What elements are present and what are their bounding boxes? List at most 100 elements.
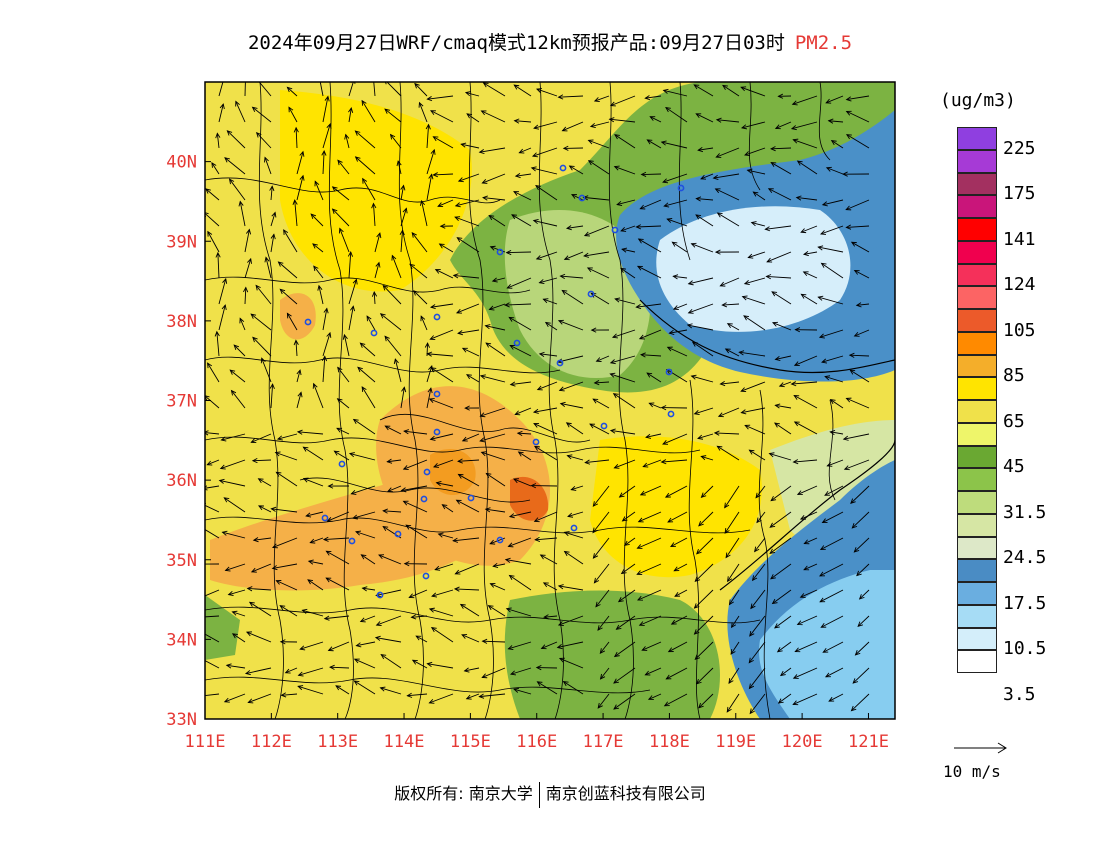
- wind-arrow-icon: [248, 601, 272, 617]
- wind-arrow-icon: [802, 271, 818, 279]
- wind-arrow-icon: [769, 537, 792, 554]
- wind-arrow-icon: [439, 223, 454, 229]
- wind-arrow-icon: [348, 278, 358, 305]
- legend-label: 225: [1003, 137, 1036, 159]
- wind-arrow-icon: [666, 218, 688, 227]
- chart-title: 2024年09月27日WRF/cmaq模式12km预报产品:09月27日03时 P…: [0, 28, 1100, 55]
- wind-arrow-icon: [415, 635, 428, 643]
- wind-arrow-icon: [353, 680, 376, 695]
- x-tick-label: 117E: [583, 732, 624, 752]
- wind-arrow-icon: [333, 450, 350, 461]
- wind-arrow-icon: [429, 329, 454, 340]
- city-marker-icon: [304, 318, 312, 326]
- wind-arrow-icon: [205, 660, 220, 669]
- wind-arrow-icon: [205, 615, 220, 618]
- wind-arrow-icon: [717, 407, 740, 418]
- wind-arrow-icon: [378, 554, 402, 565]
- city-markers: [304, 164, 685, 599]
- wind-arrow-icon: [749, 615, 766, 637]
- wind-arrow-icon: [609, 372, 636, 383]
- wind-arrow-icon: [570, 485, 584, 491]
- wind-arrow-icon: [538, 277, 558, 285]
- wind-arrow-icon: [744, 147, 766, 157]
- wind-arrow-icon: [454, 216, 480, 227]
- wind-arrow-icon: [608, 117, 636, 123]
- wind-arrow-icon: [567, 511, 584, 518]
- legend-swatch: [957, 536, 997, 560]
- legend-label: 17.5: [1003, 592, 1047, 614]
- wind-arrow-icon: [313, 265, 324, 279]
- wind-arrow-icon: [538, 351, 558, 357]
- wind-arrow-icon: [355, 530, 376, 539]
- wind-arrow-icon: [583, 225, 610, 237]
- city-marker-icon: [496, 248, 504, 256]
- wind-arrow-icon: [322, 307, 329, 331]
- wind-arrow-icon: [796, 485, 818, 496]
- wind-arrow-icon: [461, 433, 480, 442]
- wind-arrow-icon: [205, 395, 220, 409]
- wind-arrow-icon: [250, 433, 272, 444]
- wind-arrow-icon: [403, 561, 428, 567]
- wind-arrow-icon: [225, 663, 246, 669]
- wind-arrow-icon: [426, 351, 454, 357]
- wind-arrow-icon: [795, 195, 818, 201]
- wind-arrow-icon: [595, 589, 610, 608]
- wind-arrow-icon: [693, 84, 714, 97]
- wind-arrow-icon: [348, 305, 356, 331]
- wind-arrow-icon: [379, 313, 402, 331]
- wind-arrow-icon: [562, 145, 584, 151]
- wind-arrow-icon: [740, 407, 766, 415]
- wind-arrow-icon: [583, 251, 610, 258]
- wind-arrow-icon: [748, 641, 766, 664]
- wind-arrow-icon: [728, 667, 740, 685]
- city-marker-icon: [321, 514, 329, 522]
- wind-arrow-icon: [518, 147, 532, 154]
- wind-arrow-icon: [726, 693, 740, 713]
- wind-arrow-icon: [329, 664, 350, 670]
- wind-arrow-icon: [584, 459, 610, 465]
- wind-arrow-icon: [819, 563, 844, 577]
- legend-swatch: [957, 309, 997, 332]
- wind-arrow-icon: [694, 641, 714, 661]
- wind-arrow-icon: [257, 478, 272, 487]
- wind-arrow-icon: [670, 615, 688, 625]
- wind-arrow-icon: [485, 472, 506, 487]
- wind-arrow-icon: [544, 321, 558, 331]
- wind-arrow-icon: [744, 424, 766, 435]
- city-marker-icon: [611, 226, 619, 234]
- wind-arrow-icon: [430, 367, 454, 383]
- city-marker-icon: [559, 164, 567, 172]
- wind-arrow-icon: [609, 95, 636, 107]
- wind-arrow-icon: [817, 295, 844, 305]
- wind-arrow-icon: [269, 185, 275, 201]
- wind-arrow-icon: [252, 336, 272, 357]
- wind-arrow-icon: [803, 537, 818, 545]
- wind-arrow-icon: [749, 693, 766, 715]
- legend-label: 24.5: [1003, 547, 1047, 569]
- wind-arrow-icon: [402, 459, 428, 470]
- wind-arrow-icon: [277, 261, 298, 279]
- wind-arrow-icon: [533, 511, 558, 523]
- wind-arrow-icon: [646, 139, 662, 149]
- wind-arrow-icon: [205, 693, 220, 696]
- wind-arrow-icon: [824, 667, 844, 678]
- wind-arrow-icon: [310, 213, 324, 227]
- wind-arrow-icon: [589, 121, 610, 128]
- legend-swatch: [957, 240, 997, 264]
- wind-arrow-icon: [224, 563, 246, 572]
- wind-arrow-icon: [382, 508, 402, 514]
- wind-arrow-icon: [231, 610, 246, 617]
- city-marker-icon: [570, 524, 578, 532]
- wind-arrow-icon: [561, 121, 584, 132]
- wind-arrow-icon: [484, 324, 506, 331]
- wind-arrow-icon: [312, 243, 324, 253]
- wind-arrow-icon: [770, 563, 792, 580]
- footer-company: 南京创蓝科技有限公司: [545, 784, 706, 803]
- wind-arrow-icon: [845, 397, 870, 409]
- wind-arrow-icon: [822, 641, 844, 653]
- legend-swatch: [957, 377, 997, 400]
- wind-arrow-icon: [482, 82, 506, 97]
- wind-arrow-icon: [843, 459, 870, 471]
- x-tick-label: 121E: [848, 732, 889, 752]
- wind-arrow-icon: [411, 659, 428, 669]
